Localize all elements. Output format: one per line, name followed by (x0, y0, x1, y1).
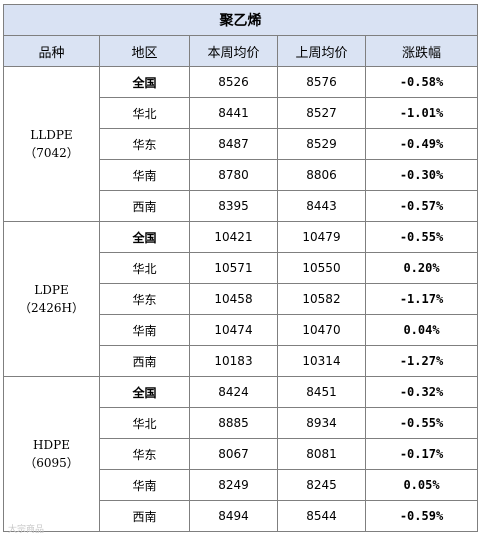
watermark: 大宗商品 (8, 525, 45, 535)
table-body: LLDPE （7042） 全国 8526 8576 -0.58% 华北 8441 8527 -1.… (3, 66, 479, 532)
change-cell: 0.04% (364, 314, 479, 346)
header-region: 地区 (99, 35, 190, 67)
region-cell: 西南 (99, 500, 190, 532)
change-cell: -0.55% (364, 221, 479, 253)
this-week-price-cell: 8395 (189, 190, 278, 222)
change-cell: -0.58% (364, 66, 479, 98)
change-cell: -0.30% (364, 159, 479, 191)
this-week-price-cell: 8487 (189, 128, 278, 160)
table-row: 华北 8441 8527 -1.01% (4, 97, 479, 129)
last-week-price-cell: 10550 (277, 252, 366, 284)
change-cell: -1.17% (364, 283, 479, 315)
change-cell: -1.01% (364, 97, 479, 129)
change-cell: -0.57% (364, 190, 479, 222)
region-cell: 华南 (99, 314, 190, 346)
table-row: 华东 8487 8529 -0.49% (4, 128, 479, 160)
region-cell: 西南 (99, 190, 190, 222)
change-cell: -0.49% (364, 128, 479, 160)
product-name: HDPE (33, 438, 70, 452)
this-week-price-cell: 8885 (189, 407, 278, 439)
region-cell: 全国 (99, 221, 190, 253)
last-week-price-cell: 8081 (277, 438, 366, 470)
product-cell: HDPE （6095） (3, 376, 100, 532)
last-week-price-cell: 8443 (277, 190, 366, 222)
this-week-price-cell: 10458 (189, 283, 278, 315)
product-grade: （6095） (24, 456, 79, 470)
region-cell: 华东 (99, 283, 190, 315)
region-cell: 华东 (99, 128, 190, 160)
table-title: 聚乙烯 (2, 4, 479, 36)
region-cell: 华南 (99, 159, 190, 191)
product-name: LDPE (34, 283, 69, 297)
region-cell: 西南 (99, 345, 190, 377)
header-last-week: 上周均价 (277, 35, 366, 67)
region-cell: 全国 (99, 376, 190, 408)
product-cell: LLDPE （7042） (3, 66, 100, 222)
last-week-price-cell: 10314 (277, 345, 366, 377)
last-week-price-cell: 10582 (277, 283, 366, 315)
change-cell: -0.59% (364, 500, 479, 532)
last-week-price-cell: 8245 (277, 469, 366, 501)
header-this-week: 本周均价 (189, 35, 278, 67)
this-week-price-cell: 8424 (189, 376, 278, 408)
region-cell: 华北 (99, 97, 190, 129)
product-grade: （7042） (24, 146, 79, 160)
last-week-price-cell: 8806 (277, 159, 366, 191)
price-table-container: 聚乙烯 品种 地区 本周均价 上周均价 涨跌幅 LLDPE （7042） 全国 852… (2, 4, 479, 532)
table-row: LDPE （2426H） 全国 10421 10479 -0.55% (3, 221, 479, 377)
last-week-price-cell: 10470 (277, 314, 366, 346)
table-row: 华南 8780 8806 -0.30% (4, 159, 479, 191)
this-week-price-cell: 8441 (189, 97, 278, 129)
this-week-price-cell: 8249 (189, 469, 278, 501)
region-cell: 全国 (99, 66, 190, 98)
table-row: 华东 10458 10582 -1.17% (4, 283, 479, 315)
region-cell: 华南 (99, 469, 190, 501)
product-cell: LDPE （2426H） (3, 221, 100, 377)
table-row: 西南 8395 8443 -0.57% (4, 190, 479, 222)
this-week-price-cell: 10571 (189, 252, 278, 284)
this-week-price-cell: 10421 (189, 221, 278, 253)
change-cell: -0.17% (364, 438, 479, 470)
this-week-price-cell: 8526 (189, 66, 278, 98)
region-cell: 华北 (99, 407, 190, 439)
this-week-price-cell: 10474 (189, 314, 278, 346)
product-name: LLDPE (30, 128, 73, 142)
change-cell: -0.32% (364, 376, 479, 408)
header-change: 涨跌幅 (364, 35, 479, 67)
table-row: LLDPE （7042） 全国 8526 8576 -0.58% (3, 66, 479, 222)
table-row: 华南 8249 8245 0.05% (4, 469, 479, 501)
last-week-price-cell: 10479 (277, 221, 366, 253)
change-cell: -0.55% (364, 407, 479, 439)
polyethylene-price-table: 聚乙烯 品种 地区 本周均价 上周均价 涨跌幅 LLDPE （7042） 全国 852… (2, 4, 479, 532)
this-week-price-cell: 8067 (189, 438, 278, 470)
last-week-price-cell: 8527 (277, 97, 366, 129)
header-product: 品种 (3, 35, 100, 67)
this-week-price-cell: 10183 (189, 345, 278, 377)
last-week-price-cell: 8529 (277, 128, 366, 160)
product-grade: （2426H） (18, 301, 84, 315)
last-week-price-cell: 8544 (277, 500, 366, 532)
region-cell: 华北 (99, 252, 190, 284)
last-week-price-cell: 8934 (277, 407, 366, 439)
last-week-price-cell: 8576 (277, 66, 366, 98)
change-cell: 0.20% (364, 252, 479, 284)
table-row: 华北 10571 10550 0.20% (4, 252, 479, 284)
header-row: 品种 地区 本周均价 上周均价 涨跌幅 (3, 35, 479, 67)
table-row: 华南 10474 10470 0.04% (4, 314, 479, 346)
this-week-price-cell: 8780 (189, 159, 278, 191)
change-cell: -1.27% (364, 345, 479, 377)
this-week-price-cell: 8494 (189, 500, 278, 532)
table-row: HDPE （6095） 全国 8424 8451 -0.32% (3, 376, 479, 532)
table-row: 西南 8494 8544 -0.59% (4, 500, 479, 532)
change-cell: 0.05% (364, 469, 479, 501)
table-row: 西南 10183 10314 -1.27% (4, 345, 479, 377)
region-cell: 华东 (99, 438, 190, 470)
last-week-price-cell: 8451 (277, 376, 366, 408)
